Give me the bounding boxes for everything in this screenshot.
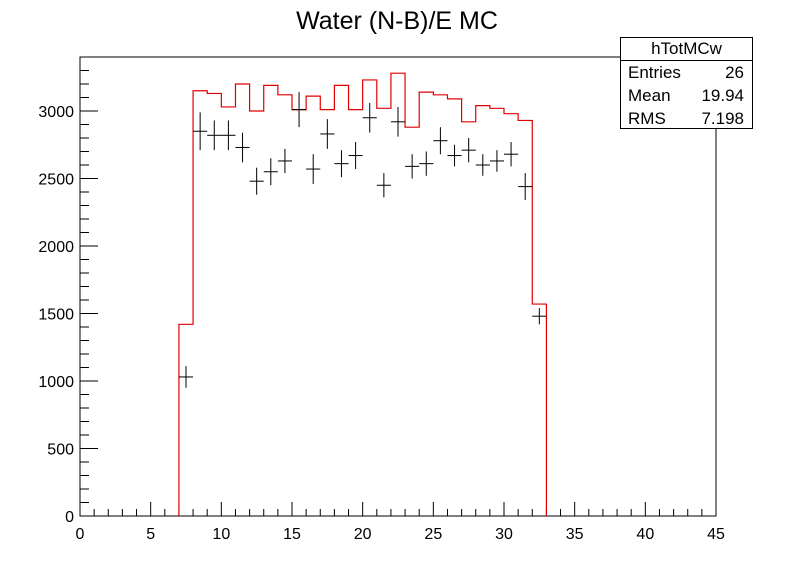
data-point [518,173,533,201]
data-point [306,154,321,184]
data-point [320,119,335,149]
y-tick-label: 3000 [38,104,74,121]
axes: 0 5 10 15 20 25 30 35 40 45 0 500 1000 1500 2000 2500 30… [38,56,725,543]
y-tick-label: 0 [65,509,74,526]
data-point [263,158,278,186]
stats-box: hTotMCw Entries 26 Mean 19.94 RMS 7.198 [620,37,753,129]
x-tick-label: 30 [495,526,513,543]
stats-value: 7.198 [701,109,744,128]
x-tick-label: 45 [707,526,725,543]
y-tick-label: 1000 [38,374,74,391]
data-point [390,106,406,137]
data-point [504,142,519,167]
x-tick-label: 5 [146,526,155,543]
data-point [334,150,349,178]
data-point [235,132,250,163]
data-point [405,154,420,179]
x-tick-label: 40 [636,526,654,543]
data-point [362,102,377,133]
x-tick-label: 25 [424,526,442,543]
stats-value: 26 [725,63,744,82]
data-point [221,120,236,151]
data-point [277,148,292,174]
data-point [433,127,448,155]
data-point [475,154,490,176]
data-point [292,92,307,128]
x-tick-label: 35 [566,526,584,543]
data-point [419,151,434,176]
x-tick-label: 15 [283,526,301,543]
stats-row-mean: Mean 19.94 [621,84,752,107]
y-tick-label: 500 [47,442,74,459]
red-histogram-line [178,72,547,516]
x-tick-label: 20 [354,526,372,543]
y-tick-label: 2000 [38,239,74,256]
stats-label: Entries [628,63,681,82]
x-tick-label: 10 [212,526,230,543]
data-point [193,112,208,151]
stats-value: 19.94 [701,86,744,105]
data-point [348,142,363,170]
chart-title: Water (N-B)/E MC [296,7,498,35]
data-point [532,308,547,325]
stats-label: Mean [628,86,671,105]
data-point [376,173,391,198]
x-tick-label: 0 [76,526,85,543]
stats-row-entries: Entries 26 [621,61,752,84]
data-point [489,150,504,172]
y-tick-label: 2500 [38,172,74,189]
y-tick-label: 1500 [38,307,74,324]
data-point [447,144,462,167]
data-points [178,92,547,388]
data-point [461,138,476,163]
data-point [207,120,222,151]
data-point [249,167,264,195]
stats-box-title: hTotMCw [621,38,752,61]
data-point [178,366,194,388]
stats-row-rms: RMS 7.198 [621,107,752,130]
stats-label: RMS [628,109,666,128]
